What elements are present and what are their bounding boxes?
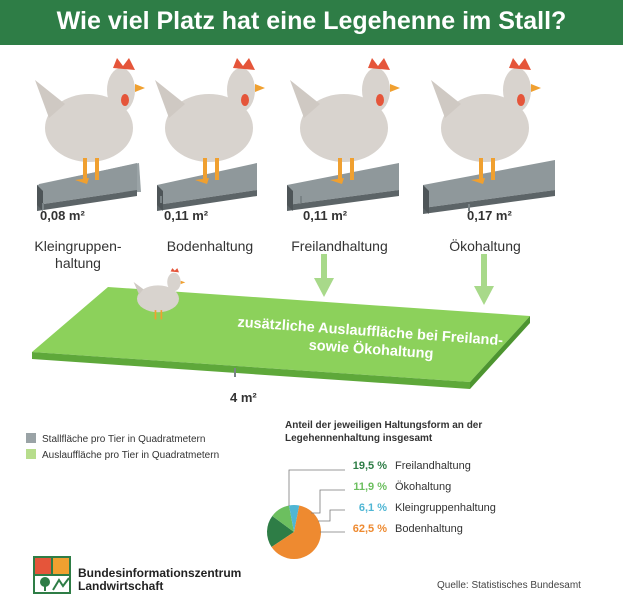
pie-slice-bodenhaltung [271,505,321,559]
legend-item-auslauf: Auslauffläche pro Tier in Quadratmetern [26,449,219,461]
stall-kleingruppe [35,58,145,211]
stall-area: 0,11 m² [164,208,209,223]
auslauf-field-right [470,316,530,389]
legend-item-stall: Stallfläche pro Tier in Quadratmetern [26,433,205,445]
arrow-down-icon [474,254,494,305]
legend-swatch [26,449,36,459]
stall-label: Ökohaltung [449,238,521,254]
auslauf-field-side [32,352,470,389]
legend-label: Auslauffläche pro Tier in Quadratmetern [42,450,220,461]
pie-slice-freilandhaltung [267,515,294,548]
leader-line [318,509,345,522]
stall-area: 0,17 m² [467,208,512,223]
stall-label: Bodenhaltung [166,238,254,254]
arrow-down-icon [314,254,334,297]
leader-line [288,469,345,506]
header-bar [0,0,623,45]
logo-text: Bundesinformationszentrum Landwirtschaft [78,566,242,593]
stall-freiland [287,58,400,211]
hen-small-icon [133,268,186,320]
pie-chart [267,505,321,559]
stall-area: 0,11 m² [303,208,348,223]
auslauf-area: 4 m² [230,390,257,405]
stall-area: 0,08 m² [40,208,85,223]
stall-label: Freilandhaltung [291,238,388,254]
legend-swatch [26,433,36,443]
pie-slice-kleingruppenhaltung [288,505,300,532]
source-note: Quelle: Statistisches Bundesamt [437,580,581,591]
stall-oeko [423,58,555,214]
page-title: Wie viel Platz hat eine Legehenne im Sta… [56,7,567,35]
stall-boden [155,58,265,211]
stall-label: Kleingruppen- haltung [34,238,122,271]
logo-icon [33,556,71,594]
legend-label: Stallfläche pro Tier in Quadratmetern [42,434,206,445]
leader-line [311,489,345,514]
pie-title: Anteil der jeweiligen Haltungsform an de… [285,420,483,444]
pie-slice-kohaltung [272,505,294,532]
